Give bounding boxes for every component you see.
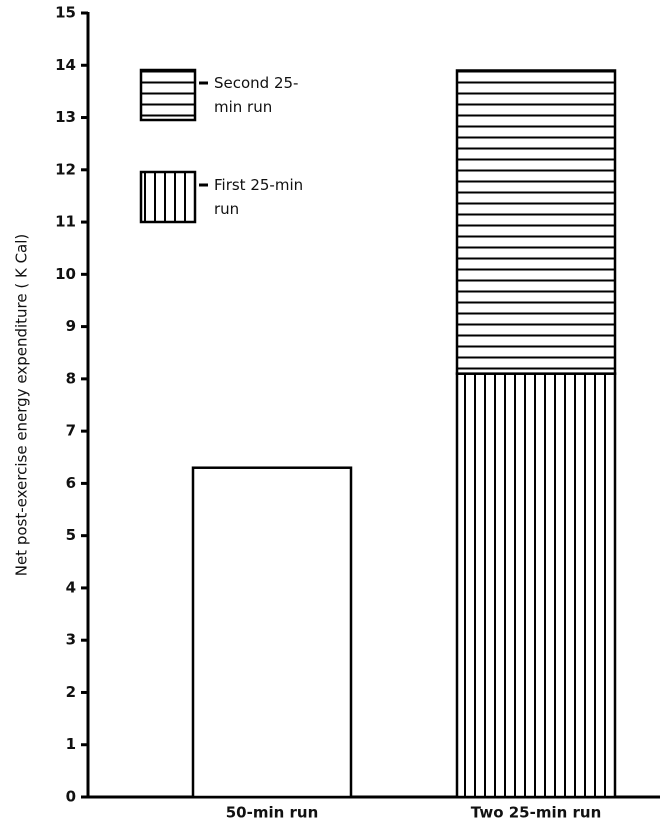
y-tick-label: 1 (66, 735, 76, 753)
y-tick-label: 7 (66, 422, 76, 440)
bar-segment (455, 69, 617, 375)
bar-segment (455, 372, 617, 799)
y-tick-label: 10 (55, 265, 76, 283)
legend-swatch (139, 68, 197, 122)
y-axis-label: Net post-exercise energy expenditure ( K… (13, 234, 31, 577)
x-tick-label: 50-min run (226, 804, 319, 822)
x-tick-label: Two 25-min run (471, 804, 602, 822)
y-tick-label: 15 (55, 4, 76, 22)
y-tick-label: 14 (55, 56, 76, 74)
legend-label: Second 25-min run (214, 74, 299, 116)
legend-label: First 25-min run (214, 176, 304, 218)
y-tick-label: 2 (66, 683, 76, 701)
y-tick-label: 6 (66, 474, 76, 492)
y-tick-label: 3 (66, 631, 76, 649)
y-tick-label: 5 (66, 526, 76, 544)
y-tick-label: 9 (66, 317, 76, 335)
y-tick-label: 13 (55, 108, 76, 126)
y-tick-label: 0 (66, 788, 76, 806)
y-tick-label: 8 (66, 369, 76, 387)
y-tick-label: 12 (55, 160, 76, 178)
y-tick-label: 4 (66, 578, 76, 596)
bar (191, 466, 353, 799)
y-tick-label: 11 (55, 213, 76, 231)
legend-swatch (139, 170, 197, 224)
